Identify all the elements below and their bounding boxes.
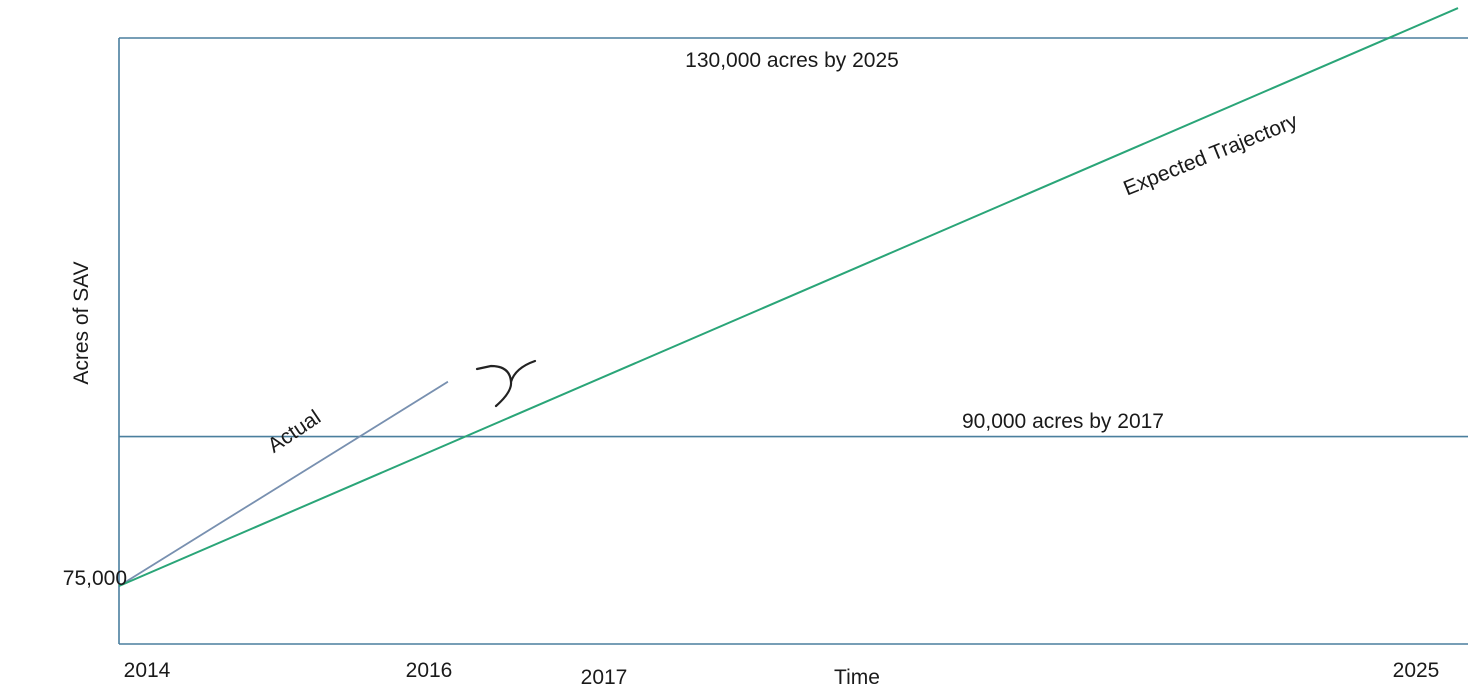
ref-label-130000: 130,000 acres by 2025: [685, 49, 899, 72]
series-line-expected-trajectory: [118, 7, 1459, 587]
series-lines: [118, 7, 1459, 587]
x-tick-2025: 2025: [1393, 659, 1440, 682]
y-axis-title: Acres of SAV: [70, 261, 93, 384]
y-tick-75000: 75,000: [63, 567, 127, 590]
x-tick-2017: 2017: [581, 666, 628, 689]
axes: [118, 38, 1468, 645]
x-axis-title: Time: [834, 666, 880, 689]
ref-label-90000: 90,000 acres by 2017: [962, 410, 1164, 433]
x-tick-2016: 2016: [406, 659, 453, 682]
series-label-expected-trajectory: Expected Trajectory: [1120, 109, 1301, 200]
gap-brace: [475, 359, 537, 408]
reference-lines: [119, 37, 1468, 438]
series-line-actual: [118, 380, 449, 587]
series-label-actual: Actual: [264, 406, 325, 458]
x-tick-2014: 2014: [124, 659, 171, 682]
